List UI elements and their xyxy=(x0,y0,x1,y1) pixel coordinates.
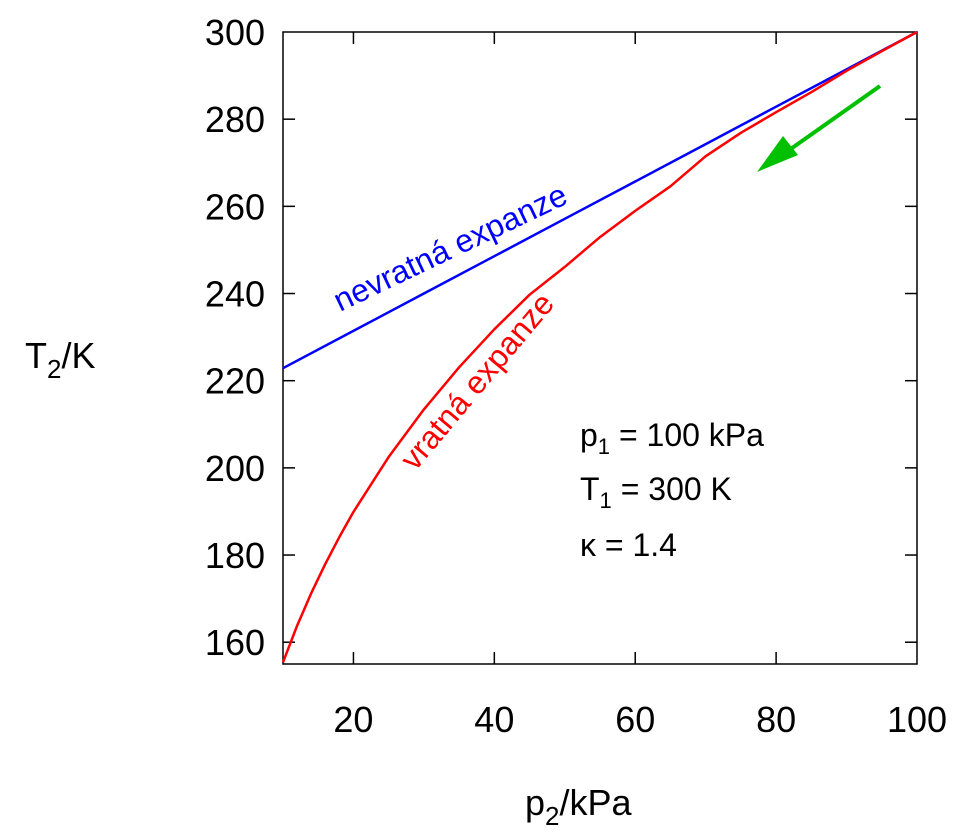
y-tick-label: 240 xyxy=(205,274,265,315)
x-tick-label: 20 xyxy=(333,699,373,740)
y-tick-label: 300 xyxy=(205,12,265,53)
direction-arrow xyxy=(757,84,882,172)
y-tick-label: 280 xyxy=(205,99,265,140)
y-tick-label: 200 xyxy=(205,448,265,489)
series-line-irreversible xyxy=(282,30,918,370)
x-tick-label: 100 xyxy=(887,699,947,740)
plot-frame xyxy=(282,31,918,665)
tick-marks xyxy=(283,32,917,664)
x-tick-label: 60 xyxy=(615,699,655,740)
y-tick-label: 180 xyxy=(205,535,265,576)
y-tick-label: 260 xyxy=(205,186,265,227)
annotation-kappa: κ = 1.4 xyxy=(580,527,677,563)
series-lines xyxy=(281,30,918,663)
series-label-reversible: vratná expanze xyxy=(393,286,561,477)
x-axis-label: p2/kPa xyxy=(525,782,633,831)
annotation-p1: p1 = 100 kPa xyxy=(580,417,764,459)
tick-labels: 20 40 60 80 100 160 180 200 220 240 260 280 300 xyxy=(205,12,947,740)
x-tick-label: 80 xyxy=(756,699,796,740)
series-line-reversible xyxy=(281,30,918,663)
x-tick-label: 40 xyxy=(474,699,514,740)
annotation-T1: T1 = 300 K xyxy=(580,471,732,513)
y-tick-label: 220 xyxy=(205,361,265,402)
y-axis-label: T2/K xyxy=(25,335,95,384)
y-tick-label: 160 xyxy=(205,622,265,663)
